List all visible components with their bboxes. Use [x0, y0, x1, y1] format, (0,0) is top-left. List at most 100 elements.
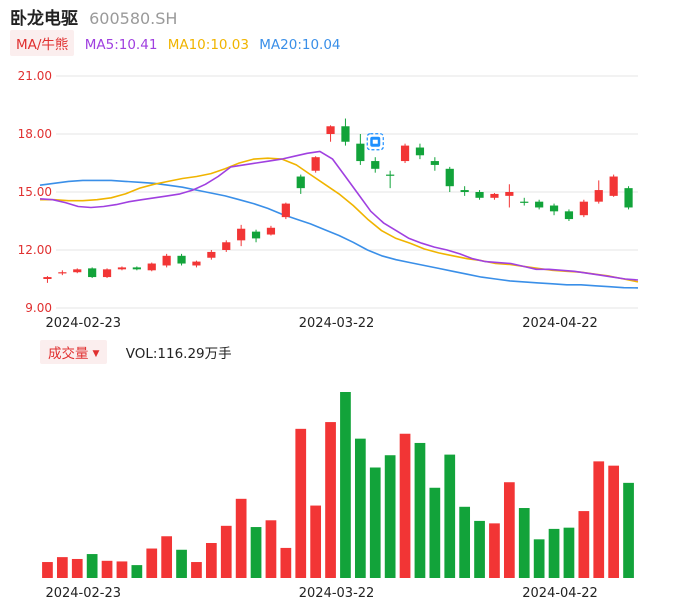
volume-bar [489, 523, 500, 578]
candle-body [281, 203, 290, 218]
candle [222, 240, 231, 252]
candle-body [594, 190, 603, 202]
stock-name: 卧龙电驱 [10, 9, 78, 29]
candle-body [73, 269, 82, 273]
candle [296, 174, 305, 194]
candle [251, 229, 261, 243]
price-y-axis: 21.00 18.00 15.00 12.00 9.00 [18, 69, 52, 315]
volume-bar [131, 565, 143, 578]
moving-average-lines [39, 150, 639, 289]
y-tick-label: 9.00 [25, 301, 52, 315]
ma10-label: MA10:10.03 [167, 37, 249, 53]
y-tick-label: 15.00 [18, 185, 52, 199]
x-tick-label: 2024-02-23 [45, 586, 121, 601]
volume-legend: 成交量 ▼ VOL:116.29万手 [40, 340, 232, 364]
candle [460, 186, 469, 196]
candle-body [177, 255, 186, 264]
candle-body [58, 272, 67, 274]
candle-body [296, 176, 305, 189]
candle-body [430, 161, 439, 165]
candle-body [326, 126, 335, 134]
candle-body [535, 201, 544, 208]
candle [445, 166, 454, 192]
volume-bar [191, 562, 202, 578]
candle-body [609, 176, 618, 196]
y-tick-label: 18.00 [18, 127, 52, 141]
x-tick-label: 2024-04-22 [522, 316, 598, 331]
candlestick-series [43, 118, 633, 283]
candle [609, 174, 618, 197]
candle [43, 276, 52, 283]
volume-bar [146, 548, 158, 578]
candle [490, 192, 499, 200]
volume-dropdown-label: 成交量 [48, 346, 89, 362]
volume-bar [429, 487, 441, 578]
volume-bar [265, 520, 277, 578]
candle [162, 253, 171, 268]
volume-bar [608, 465, 620, 578]
volume-bar [518, 508, 530, 578]
caret-down-icon: ▼ [92, 349, 100, 359]
x-tick-label: 2024-02-23 [45, 316, 121, 331]
candle-body [371, 161, 380, 169]
y-tick-label: 12.00 [18, 243, 52, 257]
candle [475, 190, 484, 200]
volume-bar [623, 482, 634, 578]
candle [430, 157, 439, 171]
candle-body [460, 190, 469, 192]
candle [58, 270, 67, 276]
volume-bar [310, 505, 322, 578]
candle-body [400, 145, 410, 162]
ma10-line [40, 157, 639, 283]
volume-bar [459, 506, 471, 578]
candle-body [251, 231, 261, 239]
candle-body [415, 147, 425, 156]
candle [505, 184, 514, 208]
volume-bar [220, 525, 232, 578]
candle-body [356, 143, 365, 162]
x-tick-label: 2024-03-22 [299, 586, 375, 601]
volume-bar [42, 562, 53, 578]
volume-bar [295, 428, 307, 578]
candle-body [386, 174, 395, 176]
volume-bar [578, 511, 590, 578]
candle [564, 209, 574, 221]
volume-dropdown-button[interactable]: 成交量 ▼ [40, 340, 108, 364]
candle [386, 170, 395, 189]
volume-bar [250, 527, 262, 578]
x-tick-label: 2024-03-22 [299, 316, 375, 331]
event-marker-icon [366, 133, 384, 151]
volume-bar [354, 438, 366, 578]
price-grid [56, 75, 638, 309]
candle-body [311, 157, 320, 171]
candle [520, 197, 529, 206]
volume-bar [176, 549, 187, 578]
ma-toggle-button[interactable]: MA/牛熊 [10, 30, 75, 56]
stock-header: 卧龙电驱 600580.SH [10, 4, 177, 29]
candle-body [579, 201, 588, 216]
candle [207, 250, 216, 260]
ma20-label: MA20:10.04 [259, 37, 341, 53]
candle-body [237, 228, 246, 241]
candle [400, 143, 410, 163]
candle-body [147, 263, 156, 271]
volume-bar [325, 422, 336, 578]
volume-bar [548, 528, 560, 578]
candle [102, 268, 112, 279]
candle [356, 134, 365, 165]
volume-bar [235, 498, 247, 578]
candle [579, 199, 588, 218]
ma20-line [39, 179, 639, 289]
candle-body [475, 192, 484, 198]
candle-body [207, 251, 216, 258]
candle-body [162, 255, 171, 266]
candle [88, 267, 97, 279]
ma5-line [39, 150, 639, 281]
candle [73, 268, 82, 274]
price-x-axis: 2024-02-23 2024-03-22 2024-04-22 [45, 316, 597, 331]
volume-bar [56, 557, 68, 578]
volume-bar [116, 561, 128, 578]
volume-bar [533, 539, 545, 578]
ma-legend: MA/牛熊 MA5:10.41 MA10:10.03 MA20:10.04 [10, 30, 341, 56]
